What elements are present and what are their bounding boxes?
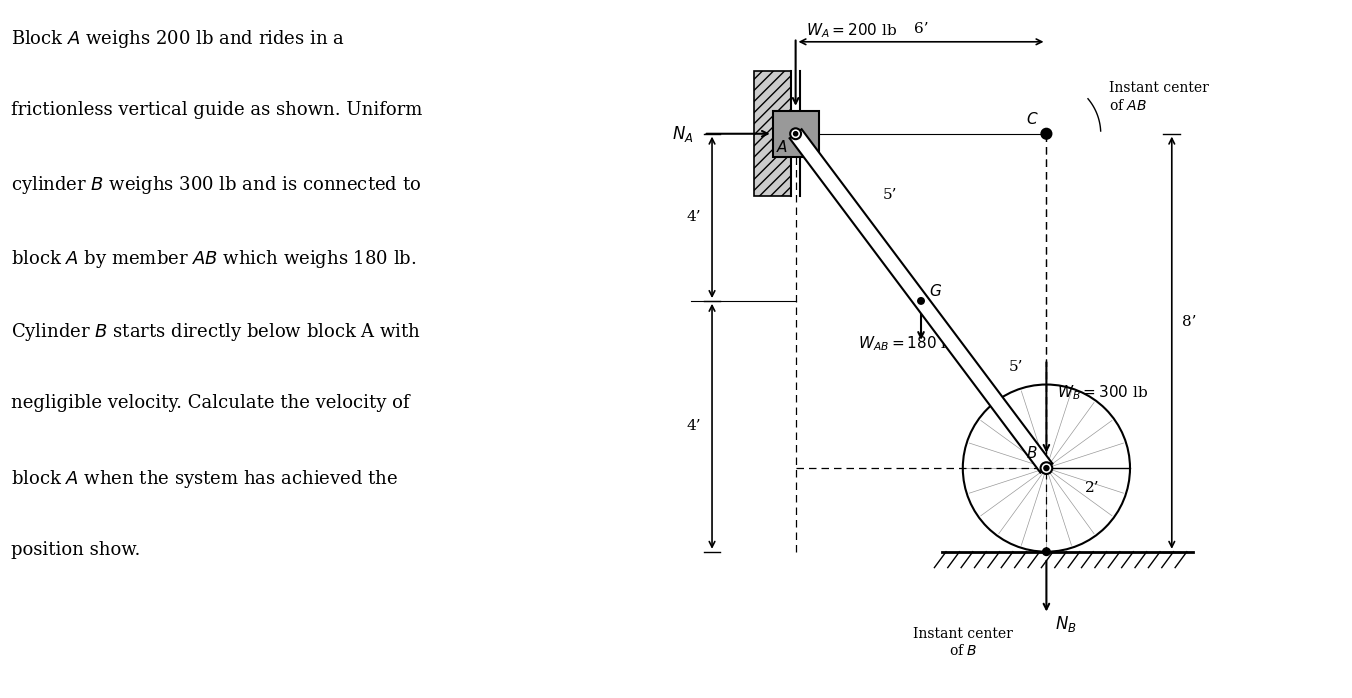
Circle shape <box>1042 548 1051 556</box>
Text: cylinder $B$ weighs 300 lb and is connected to: cylinder $B$ weighs 300 lb and is connec… <box>11 174 422 197</box>
Text: $N_A$: $N_A$ <box>672 124 694 144</box>
Text: frictionless vertical guide as shown. Uniform: frictionless vertical guide as shown. Un… <box>11 101 423 119</box>
Text: $W_A = 200$ lb: $W_A = 200$ lb <box>806 21 898 40</box>
Text: Instant center
of $AB$: Instant center of $AB$ <box>1109 82 1209 113</box>
Text: position show.: position show. <box>11 541 141 559</box>
Text: $C$: $C$ <box>1026 112 1038 128</box>
Text: $W_{AB} = 180$ lb: $W_{AB} = 180$ lb <box>859 334 957 353</box>
Text: Cylinder $B$ starts directly below block A with: Cylinder $B$ starts directly below block… <box>11 321 422 343</box>
Text: $W_B = 300$ lb: $W_B = 300$ lb <box>1057 383 1148 402</box>
Text: $B$: $B$ <box>1026 445 1037 461</box>
Circle shape <box>1044 466 1049 470</box>
Circle shape <box>1041 462 1052 474</box>
Bar <box>772 111 818 157</box>
Bar <box>754 71 791 196</box>
Text: $G$: $G$ <box>929 283 941 299</box>
Text: block $A$ by member $AB$ which weighs 180 lb.: block $A$ by member $AB$ which weighs 18… <box>11 248 416 270</box>
Text: 8’: 8’ <box>1182 315 1197 329</box>
Text: Block $A$ weighs 200 lb and rides in a: Block $A$ weighs 200 lb and rides in a <box>11 28 345 50</box>
Circle shape <box>963 385 1130 551</box>
Text: 5’: 5’ <box>1009 359 1023 373</box>
Circle shape <box>918 298 923 304</box>
Text: $N_B$: $N_B$ <box>1055 614 1076 634</box>
Text: 4’: 4’ <box>687 419 702 433</box>
Text: negligible velocity. Calculate the velocity of: negligible velocity. Calculate the veloc… <box>11 394 410 413</box>
Text: block $A$ when the system has achieved the: block $A$ when the system has achieved t… <box>11 468 399 490</box>
Text: 6’: 6’ <box>914 22 929 36</box>
Circle shape <box>794 132 798 136</box>
Polygon shape <box>790 129 1052 473</box>
Text: 2’: 2’ <box>1086 481 1099 495</box>
Text: 4’: 4’ <box>687 210 702 224</box>
Circle shape <box>790 128 800 139</box>
Circle shape <box>1041 128 1052 139</box>
Text: $A$: $A$ <box>776 139 788 155</box>
Text: Instant center
of $B$: Instant center of $B$ <box>913 627 1013 658</box>
Text: 5’: 5’ <box>883 188 898 202</box>
